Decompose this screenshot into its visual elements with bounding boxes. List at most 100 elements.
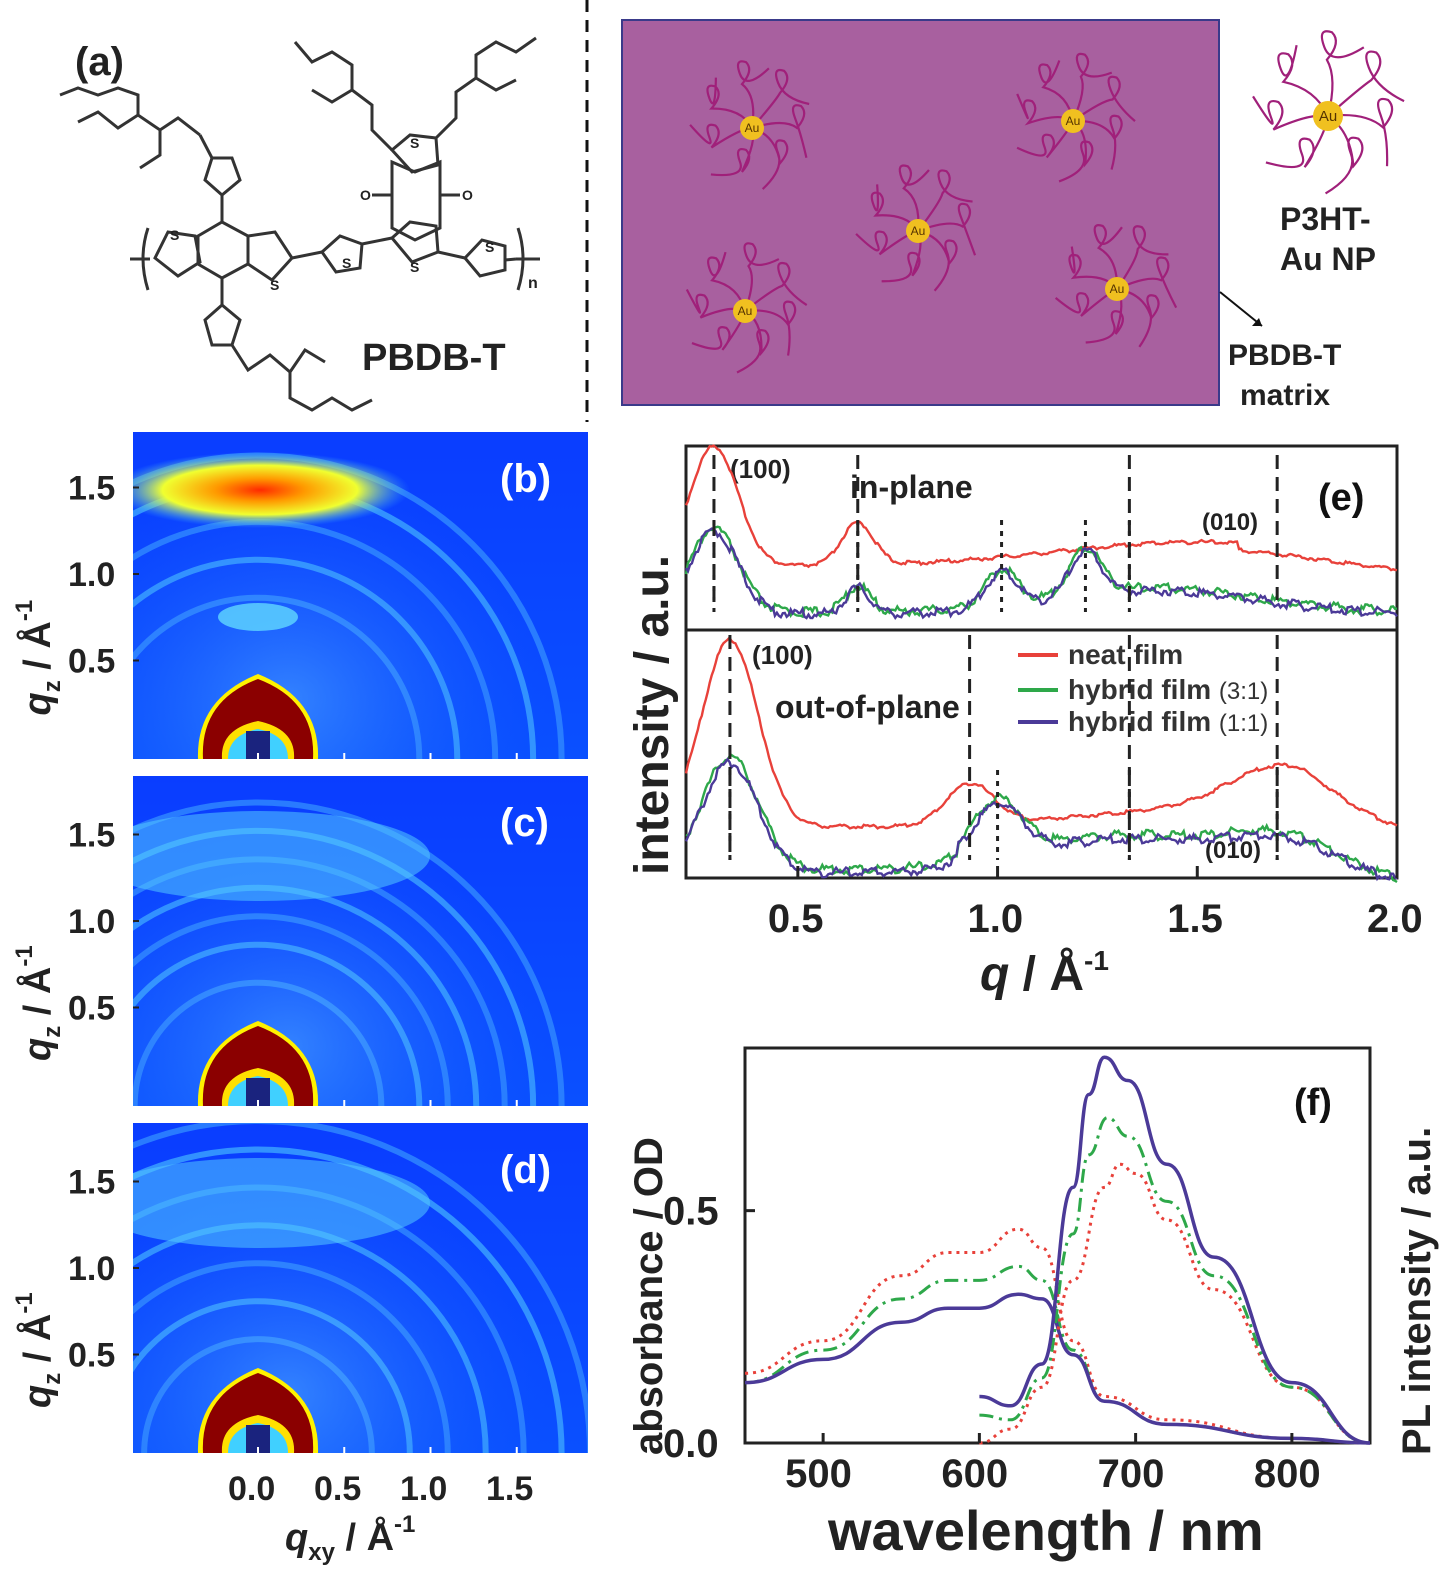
annotation-100-in-plane: (100) (730, 454, 791, 484)
atom-s-label: S (170, 227, 179, 243)
panel-f-x-label: wavelength / nm (827, 1499, 1264, 1562)
polymer-chain (1116, 225, 1169, 290)
panel-f-x-tick-label: 600 (941, 1452, 1008, 1496)
polymer-chain (917, 169, 973, 232)
polymer-chain (1116, 256, 1178, 309)
polymer-chain (1252, 95, 1329, 131)
giwaxs-panels: (b)1.51.00.5qz / Å-1(c)1.51.00.5qz / Å-1… (11, 432, 588, 1566)
polymer-chain (691, 310, 747, 351)
polymer-chain (1085, 288, 1124, 344)
polymer-chain (1016, 120, 1075, 159)
legend-label-neat: neat film (1068, 639, 1183, 670)
arrow-head-icon (1252, 318, 1262, 326)
matrix-label-line1: PBDB-T (1228, 339, 1341, 372)
repeat-subscript: n (528, 275, 538, 292)
panel-e-y-label: intensity / a.u. (626, 555, 679, 875)
polymer-chain (736, 310, 770, 374)
atom-o-label: O (360, 187, 371, 203)
panel-e-peak-markers (712, 455, 1279, 860)
series-hybrid-film-1-1-absorbance (744, 1292, 1371, 1445)
polymer-chain (881, 230, 922, 283)
panel-f-y-label-right: PL intensity / a.u. (1395, 1127, 1439, 1455)
polymer-chain (1265, 115, 1330, 169)
panel-f-x-tick-label: 700 (1098, 1452, 1165, 1496)
au-label: Au (738, 304, 753, 318)
giwaxs-y-tick-label: 1.5 (68, 1164, 115, 1202)
np-label-line2: Au NP (1280, 241, 1376, 277)
giwaxs-x-tick-label: 1.5 (486, 1470, 533, 1508)
legend-label-hybrid-31: hybrid film (3:1) (1068, 674, 1268, 705)
giwaxs-panel-letter: (b) (500, 457, 551, 501)
polymer-chain (1116, 287, 1160, 348)
pbdb-t-matrix (621, 19, 1220, 406)
panel-e-frame (684, 444, 1399, 880)
out-of-plane-label: out-of-plane (775, 689, 960, 725)
p3ht-au-nanoparticle: Au (1054, 224, 1178, 348)
in-plane-neat-film-line (684, 444, 1398, 572)
polymer-chain (898, 164, 930, 232)
panel-e-x-tick-label: 1.5 (1167, 897, 1223, 941)
legend-label-hybrid-11: hybrid film (1:1) (1068, 706, 1268, 737)
atom-s-label: S (410, 259, 419, 275)
giwaxs-y-label: qz / Å-1 (11, 1292, 66, 1408)
panel-a-letter: (a) (75, 40, 124, 84)
giwaxs-x-label: qxy / Å-1 (285, 1511, 415, 1566)
p3ht-au-nanoparticle: Au (1016, 52, 1136, 183)
molecule-name: PBDB-T (362, 337, 506, 379)
giwaxs-y-tick-label: 1.5 (68, 817, 115, 855)
nanoparticle-group: Au Au Au Au Au Au (685, 30, 1405, 374)
polymer-chain (751, 68, 810, 129)
p3ht-au-nanoparticle: Au (689, 60, 810, 190)
polymer-chain (751, 126, 789, 190)
panel-e-x-tick-label: 1.0 (968, 897, 1024, 941)
in-plane-hybrid-31-line (684, 525, 1398, 619)
giwaxs-y-tick-label: 0.5 (68, 1337, 115, 1375)
atom-s-label: S (410, 135, 419, 151)
panel-e-legend: neat film hybrid film (3:1) hybrid film … (1018, 639, 1268, 737)
matrix-arrow (1219, 291, 1263, 327)
giwaxs-panel-letter: (c) (500, 801, 549, 845)
panel-f-curves (744, 1055, 1371, 1445)
giwaxs-y-tick-label: 0.5 (68, 643, 115, 681)
giwaxs-x-tick-label: 1.0 (400, 1470, 447, 1508)
polymer-chain (855, 229, 919, 256)
giwaxs-y-tick-label: 1.0 (68, 903, 115, 941)
polymer-chain (744, 261, 808, 312)
polymer-chain (744, 300, 797, 356)
scattering-ring (133, 1123, 588, 1453)
atom-labels: S S S S S S O O (170, 135, 494, 293)
giwaxs-y-tick-label: 1.5 (68, 470, 115, 508)
giwaxs-y-tick-label: 0.5 (68, 990, 115, 1028)
giwaxs-panel-letter: (d) (500, 1148, 551, 1192)
polymer-chain (1071, 52, 1113, 122)
panel-f-frame (743, 1046, 1372, 1445)
atom-o-label: O (462, 187, 473, 203)
panel-f-x-tick-label: 500 (785, 1452, 852, 1496)
series-neat-film-pl (979, 1162, 1371, 1445)
atom-s-label: S (485, 239, 494, 255)
np-label-line1: P3HT- (1280, 201, 1371, 237)
au-label: Au (1066, 114, 1081, 128)
panel-f-chart: (f) 500 600 700 800 0.0 0.5 absorbance / OD P… (627, 1046, 1439, 1562)
au-core (733, 299, 757, 323)
au-core (906, 219, 930, 243)
au-label: Au (1319, 108, 1337, 125)
polymer-chain (1054, 287, 1118, 317)
panel-a-schematic: Au Au Au Au Au Au PBDB-T matrix P3HT- Au NP (621, 19, 1405, 412)
au-core (1105, 277, 1129, 301)
panel-a: (a) (59, 36, 540, 412)
giwaxs-y-tick-label: 1.0 (68, 1250, 115, 1288)
panel-e-letter: (e) (1318, 477, 1364, 519)
polymer-chain (1072, 114, 1123, 170)
atom-s-label: S (342, 255, 351, 271)
giwaxs-image (133, 776, 588, 1106)
pi-stacking-peak (133, 452, 410, 528)
polymer-chain (870, 184, 919, 232)
chemical-structure-drawing (59, 36, 540, 412)
annotation-010-in-plane: (010) (1202, 509, 1258, 536)
polymer-chain (917, 202, 977, 256)
giwaxs-y-label: qz / Å-1 (11, 945, 66, 1061)
polymer-chain (707, 251, 747, 312)
giwaxs-image (133, 432, 588, 759)
